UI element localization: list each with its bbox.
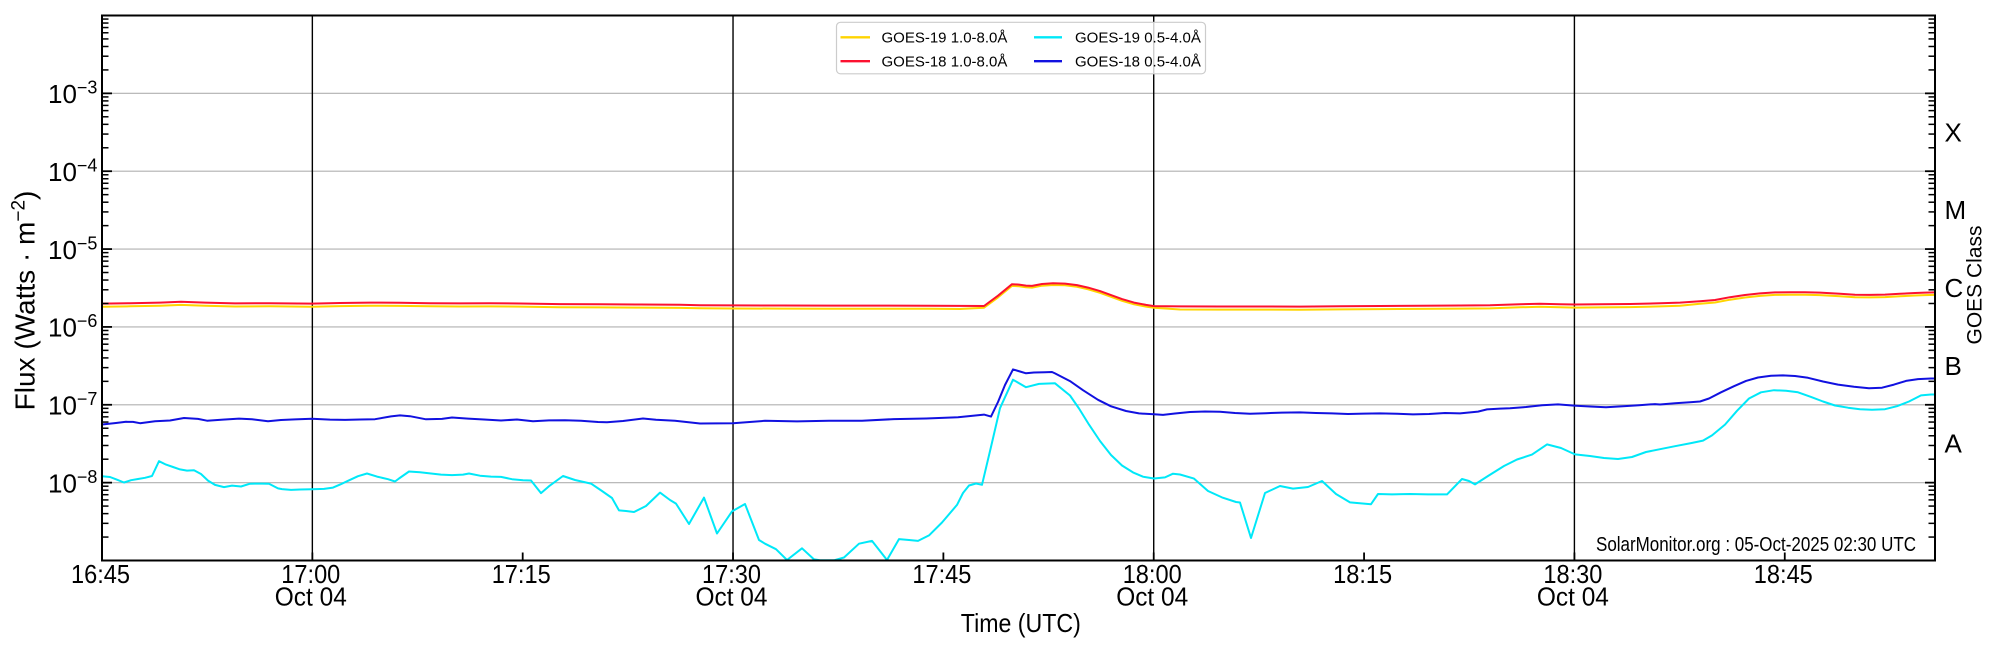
svg-text:GOES Class: GOES Class [1964,225,1987,344]
svg-text:Oct 04: Oct 04 [696,582,768,612]
svg-text:A: A [1945,429,1963,459]
svg-text:C: C [1945,273,1964,303]
svg-text:16:45: 16:45 [71,559,130,589]
svg-text:10−8: 10−8 [48,467,97,499]
svg-text:17:45: 17:45 [912,559,971,589]
svg-text:Time (UTC): Time (UTC) [961,608,1081,638]
svg-text:Flux (Watts · m−2): Flux (Watts · m−2) [9,191,41,411]
svg-text:B: B [1945,351,1962,381]
svg-text:10−3: 10−3 [48,78,97,110]
svg-text:18:15: 18:15 [1333,559,1392,589]
svg-text:X: X [1945,117,1962,147]
svg-text:GOES-18 0.5-4.0Å: GOES-18 0.5-4.0Å [1075,53,1201,70]
svg-text:SolarMonitor.org : 05-Oct-2025: SolarMonitor.org : 05-Oct-2025 02:30 UTC [1596,534,1916,556]
svg-text:GOES-19 0.5-4.0Å: GOES-19 0.5-4.0Å [1075,30,1201,47]
svg-text:GOES-19 1.0-8.0Å: GOES-19 1.0-8.0Å [882,30,1008,47]
svg-text:GOES-18 1.0-8.0Å: GOES-18 1.0-8.0Å [882,53,1008,70]
svg-text:17:15: 17:15 [492,559,551,589]
svg-text:Oct 04: Oct 04 [1537,582,1609,612]
svg-text:M: M [1945,195,1967,225]
svg-text:17:30: 17:30 [702,559,761,589]
svg-text:18:00: 18:00 [1123,559,1182,589]
svg-text:18:30: 18:30 [1543,559,1602,589]
svg-text:Oct 04: Oct 04 [275,582,347,612]
svg-text:17:00: 17:00 [281,559,340,589]
svg-text:Oct 04: Oct 04 [1116,582,1188,612]
svg-text:18:45: 18:45 [1754,559,1813,589]
